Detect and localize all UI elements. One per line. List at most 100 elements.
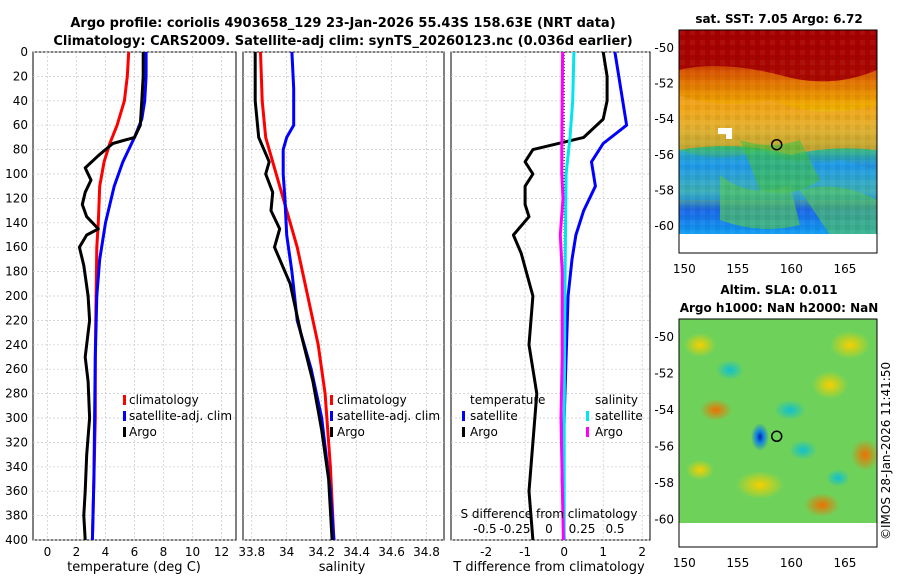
x-tick-label: 33.8 — [238, 545, 265, 559]
s-tick-label: -0.5 — [473, 522, 496, 536]
series-line-climatology — [259, 51, 336, 541]
x-tick-label: 34.8 — [413, 545, 440, 559]
x-tick-label: 4 — [102, 545, 110, 559]
legend-label-climatology: climatology — [337, 393, 407, 407]
map-lon-tick-label: 160 — [780, 262, 803, 276]
depth-tick-label: 280 — [5, 387, 28, 401]
legend-label-satellite: satellite-adj. clim — [337, 409, 440, 423]
x-tick-label: 34 — [279, 545, 294, 559]
depth-tick-label: 160 — [5, 240, 28, 254]
s-tick-label: 0 — [545, 522, 553, 536]
legend-swatch-temp-satellite — [462, 411, 465, 421]
series-line-argo — [77, 52, 145, 541]
x-tick-label: 8 — [160, 545, 168, 559]
map-lat-tick-label: -58 — [654, 476, 674, 490]
map-lat-tick-label: -54 — [654, 403, 674, 417]
difference-xlabel: T difference from climatology — [452, 560, 645, 575]
depth-tick-label: 400 — [5, 533, 28, 547]
series-line-salinity-argo — [558, 51, 565, 541]
map-lat-tick-label: -52 — [654, 77, 674, 91]
legend-swatch-climatology — [123, 395, 126, 405]
map-lat-tick-label: -58 — [654, 184, 674, 198]
map-lat-tick-label: -60 — [654, 219, 674, 233]
x-tick-label: 34.4 — [343, 545, 370, 559]
series-line-salinity-satellite — [562, 51, 576, 540]
depth-tick-label: 320 — [5, 435, 28, 449]
depth-tick-label: 220 — [5, 313, 28, 327]
legend-swatch-climatology — [330, 395, 333, 405]
series-line-satellite-adj-clim — [90, 52, 148, 541]
map-lon-tick-label: 155 — [726, 556, 749, 570]
depth-tick-label: 140 — [5, 216, 28, 230]
depth-tick-label: 120 — [5, 191, 28, 205]
sla-map-frame — [678, 318, 878, 548]
map-lat-tick-label: -52 — [654, 367, 674, 381]
title-line-1: Argo profile: coriolis 4903658_129 23-Ja… — [70, 16, 615, 31]
sla-map-subtitle: Argo h1000: NaN h2000: NaN — [680, 301, 879, 315]
depth-tick-label: 360 — [5, 484, 28, 498]
depth-tick-label: 40 — [13, 94, 28, 108]
legend-swatch-sal-argo — [586, 427, 589, 437]
depth-tick-label: 340 — [5, 460, 28, 474]
map-lon-tick-label: 165 — [833, 556, 856, 570]
s-tick-label: 0.25 — [569, 522, 596, 536]
x-tick-label: 10 — [185, 545, 200, 559]
temperature-xlabel: temperature (deg C) — [67, 560, 201, 575]
series-line-temperature-argo — [511, 51, 609, 541]
x-tick-label: 0 — [560, 545, 568, 559]
sla-map — [679, 319, 879, 547]
map-lat-tick-label: -56 — [654, 440, 674, 454]
sst-map — [679, 30, 877, 253]
depth-tick-label: 240 — [5, 338, 28, 352]
s-tick-label: 0.5 — [605, 522, 624, 536]
legend-title-temperature: temperature — [470, 393, 545, 407]
x-tick-label: 0 — [44, 545, 52, 559]
series-line-argo — [253, 52, 334, 541]
depth-tick-label: 200 — [5, 289, 28, 303]
map-lat-tick-label: -60 — [654, 513, 674, 527]
s-tick-label: -0.25 — [499, 522, 530, 536]
title-line-2: Climatology: CARS2009. Satellite-adj cli… — [53, 34, 632, 49]
depth-tick-label: 60 — [13, 118, 28, 132]
legend-label-argo: Argo — [337, 425, 365, 439]
legend-swatch-satellite — [330, 411, 333, 421]
depth-tick-label: 180 — [5, 265, 28, 279]
legend-label-sal-satellite: satellite — [595, 409, 643, 423]
x-tick-label: 34.2 — [308, 545, 335, 559]
salinity-legend: climatology satellite-adj. clim Argo — [330, 393, 440, 439]
x-tick-label: 2 — [73, 545, 81, 559]
depth-tick-label: 0 — [20, 45, 28, 59]
legend-label-sal-argo: Argo — [595, 425, 623, 439]
x-tick-label: 2 — [638, 545, 646, 559]
x-tick-label: -1 — [519, 545, 531, 559]
legend-title-salinity: salinity — [595, 393, 638, 407]
x-tick-label: 34.6 — [378, 545, 405, 559]
sla-map-title: Altim. SLA: 0.011 — [720, 283, 837, 297]
sst-map-title: sat. SST: 7.05 Argo: 6.72 — [695, 12, 862, 26]
depth-tick-label: 100 — [5, 167, 28, 181]
sst-map-frame — [678, 29, 878, 254]
series-line-satellite-adj-clim — [281, 51, 336, 541]
legend-label-climatology: climatology — [129, 393, 199, 407]
map-lat-tick-label: -54 — [654, 112, 674, 126]
map-lat-tick-label: -56 — [654, 148, 674, 162]
map-lon-tick-label: 155 — [726, 262, 749, 276]
x-tick-label: 12 — [214, 545, 229, 559]
salinity-xlabel: salinity — [319, 560, 366, 575]
legend-label-satellite: satellite-adj. clim — [129, 409, 232, 423]
difference-legend: temperature salinity satellite Argo sate… — [462, 393, 643, 439]
x-tick-label: 1 — [599, 545, 607, 559]
depth-tick-label: 80 — [13, 143, 28, 157]
map-lon-tick-label: 165 — [833, 262, 856, 276]
depth-tick-label: 260 — [5, 362, 28, 376]
legend-swatch-temp-argo — [462, 427, 465, 437]
legend-swatch-argo — [123, 427, 126, 437]
depth-tick-label: 300 — [5, 411, 28, 425]
map-lat-tick-label: -50 — [654, 330, 674, 344]
legend-label-argo: Argo — [129, 425, 157, 439]
legend-swatch-satellite — [123, 411, 126, 421]
argo-position-marker — [770, 430, 783, 443]
watermark: ©IMOS 28-Jan-2026 11:41:50 — [879, 362, 893, 540]
depth-tick-label: 20 — [13, 69, 28, 83]
